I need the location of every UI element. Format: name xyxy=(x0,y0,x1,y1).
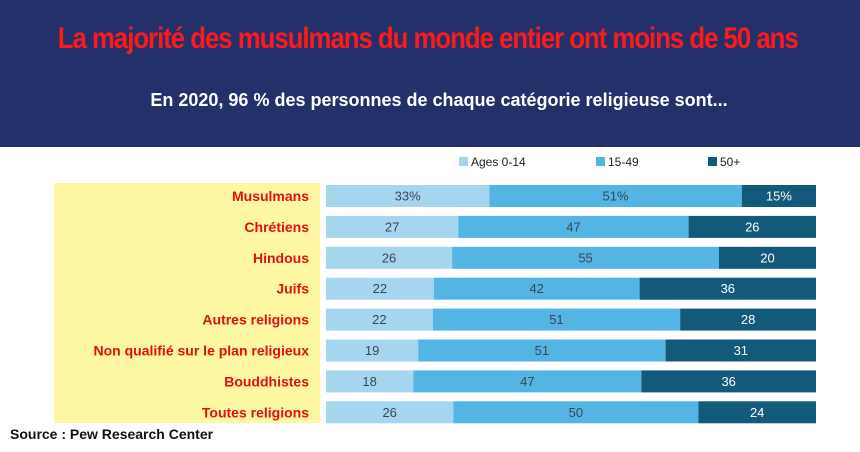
data-label-hindous-50: 20 xyxy=(760,250,774,265)
category-label-panel xyxy=(54,183,320,423)
legend-swatch-ages-0-14 xyxy=(459,157,468,166)
bar-juifs-50 xyxy=(639,277,816,300)
bar-bouddhistes-50 xyxy=(641,370,816,393)
bar-toutes-religions-ages-0-14 xyxy=(326,401,454,424)
data-label-non-qualifie-sur-le-plan-religieux-ages-0-14: 19 xyxy=(365,343,379,358)
bar-autres-religions-ages-0-14 xyxy=(326,308,433,331)
page-subtitle: En 2020, 96 % des personnes de chaque ca… xyxy=(150,90,728,110)
bar-non-qualifie-sur-le-plan-religieux-ages-0-14 xyxy=(326,339,419,362)
legend-label-ages-0-14: Ages 0-14 xyxy=(471,155,526,169)
data-label-musulmans-15-49: 51% xyxy=(603,189,629,204)
category-label-chretiens: Chrétiens xyxy=(244,219,309,235)
data-label-chretiens-50: 26 xyxy=(745,219,759,234)
bar-autres-religions-15-49 xyxy=(432,308,681,331)
bar-toutes-religions-15-49 xyxy=(453,401,699,424)
bar-autres-religions-50 xyxy=(680,308,816,331)
bar-musulmans-50 xyxy=(741,185,816,207)
data-label-bouddhistes-50: 36 xyxy=(721,374,735,389)
bar-bouddhistes-15-49 xyxy=(413,370,642,393)
bar-hindous-ages-0-14 xyxy=(326,246,453,269)
bar-chretiens-15-49 xyxy=(458,215,689,238)
bar-juifs-15-49 xyxy=(433,277,640,300)
bar-juifs-ages-0-14 xyxy=(326,277,434,300)
bar-hindous-15-49 xyxy=(452,246,719,269)
data-label-non-qualifie-sur-le-plan-religieux-15-49: 51 xyxy=(535,343,549,358)
category-label-juifs: Juifs xyxy=(276,281,309,297)
bar-chretiens-ages-0-14 xyxy=(326,215,459,238)
data-label-bouddhistes-ages-0-14: 18 xyxy=(362,374,376,389)
data-label-toutes-religions-15-49: 50 xyxy=(569,405,583,420)
legend-swatch-50 xyxy=(708,157,717,166)
legend-swatch-15-49 xyxy=(596,157,605,166)
data-label-bouddhistes-15-49: 47 xyxy=(520,374,534,389)
category-label-toutes-religions: Toutes religions xyxy=(202,404,309,420)
data-label-autres-religions-ages-0-14: 22 xyxy=(372,312,386,327)
bar-non-qualifie-sur-le-plan-religieux-50 xyxy=(665,339,816,362)
bar-bouddhistes-ages-0-14 xyxy=(326,370,414,393)
page-title: La majorité des musulmans du monde entie… xyxy=(57,22,799,55)
bar-musulmans-ages-0-14 xyxy=(326,185,490,207)
category-label-non-qualifie-sur-le-plan-religieux: Non qualifié sur le plan religieux xyxy=(94,343,310,359)
data-label-musulmans-50: 15% xyxy=(766,189,792,204)
data-label-autres-religions-15-49: 51 xyxy=(549,312,563,327)
category-label-bouddhistes: Bouddhistes xyxy=(224,373,309,389)
data-label-juifs-ages-0-14: 22 xyxy=(373,281,387,296)
bar-toutes-religions-50 xyxy=(698,401,816,424)
legend-label-50: 50+ xyxy=(720,155,740,169)
data-label-autres-religions-50: 28 xyxy=(741,312,755,327)
data-label-toutes-religions-ages-0-14: 26 xyxy=(382,405,396,420)
legend-label-15-49: 15-49 xyxy=(608,155,639,169)
bar-chretiens-50 xyxy=(688,215,816,238)
data-label-hindous-15-49: 55 xyxy=(578,250,592,265)
category-label-musulmans: Musulmans xyxy=(232,188,309,204)
data-label-non-qualifie-sur-le-plan-religieux-50: 31 xyxy=(734,343,748,358)
bar-musulmans-15-49 xyxy=(489,185,742,207)
source-note: Source : Pew Research Center xyxy=(10,426,214,442)
data-label-hindous-ages-0-14: 26 xyxy=(382,250,396,265)
data-label-toutes-religions-50: 24 xyxy=(750,405,764,420)
category-label-hindous: Hindous xyxy=(253,250,309,266)
bar-hindous-50 xyxy=(718,246,816,269)
data-label-chretiens-15-49: 47 xyxy=(566,219,580,234)
bar-non-qualifie-sur-le-plan-religieux-15-49 xyxy=(418,339,666,362)
header-banner xyxy=(0,0,860,147)
data-label-chretiens-ages-0-14: 27 xyxy=(385,219,399,234)
data-label-juifs-15-49: 42 xyxy=(529,281,543,296)
category-label-autres-religions: Autres religions xyxy=(202,312,309,328)
data-label-juifs-50: 36 xyxy=(721,281,735,296)
data-label-musulmans-ages-0-14: 33% xyxy=(395,189,421,204)
